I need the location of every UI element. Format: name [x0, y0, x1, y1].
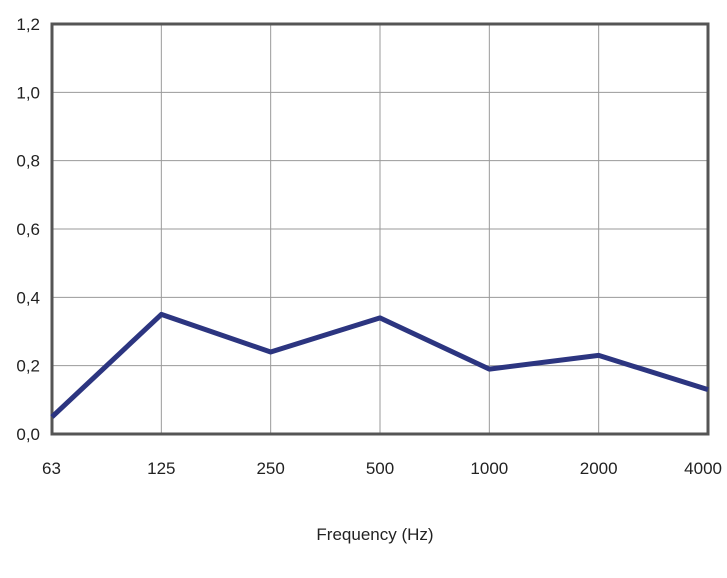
y-tick-label: 0,2 — [16, 357, 40, 376]
y-axis-tick-labels: 0,0 0,2 0,4 0,6 0,8 1,0 1,2 — [16, 15, 40, 444]
grid-lines — [52, 24, 708, 434]
x-tick-label: 4000 — [684, 459, 722, 478]
x-tick-label: 1000 — [470, 459, 508, 478]
series-line — [50, 311, 709, 419]
plot-frame — [50, 22, 710, 436]
y-tick-label: 0,6 — [16, 220, 40, 239]
x-tick-label: 2000 — [580, 459, 618, 478]
x-tick-label: 500 — [366, 459, 394, 478]
x-axis-title: Frequency (Hz) — [316, 525, 433, 544]
y-tick-label: 0,8 — [16, 152, 40, 171]
series-group — [50, 311, 709, 419]
x-tick-label: 125 — [147, 459, 175, 478]
y-tick-label: 1,2 — [16, 15, 40, 34]
y-tick-label: 0,4 — [16, 288, 40, 307]
x-axis-tick-labels: 63 125 250 500 1000 2000 4000 — [42, 459, 722, 478]
x-tick-label: 63 — [42, 459, 61, 478]
y-tick-label: 0,0 — [16, 425, 40, 444]
x-tick-label: 250 — [256, 459, 284, 478]
y-tick-label: 1,0 — [16, 83, 40, 102]
